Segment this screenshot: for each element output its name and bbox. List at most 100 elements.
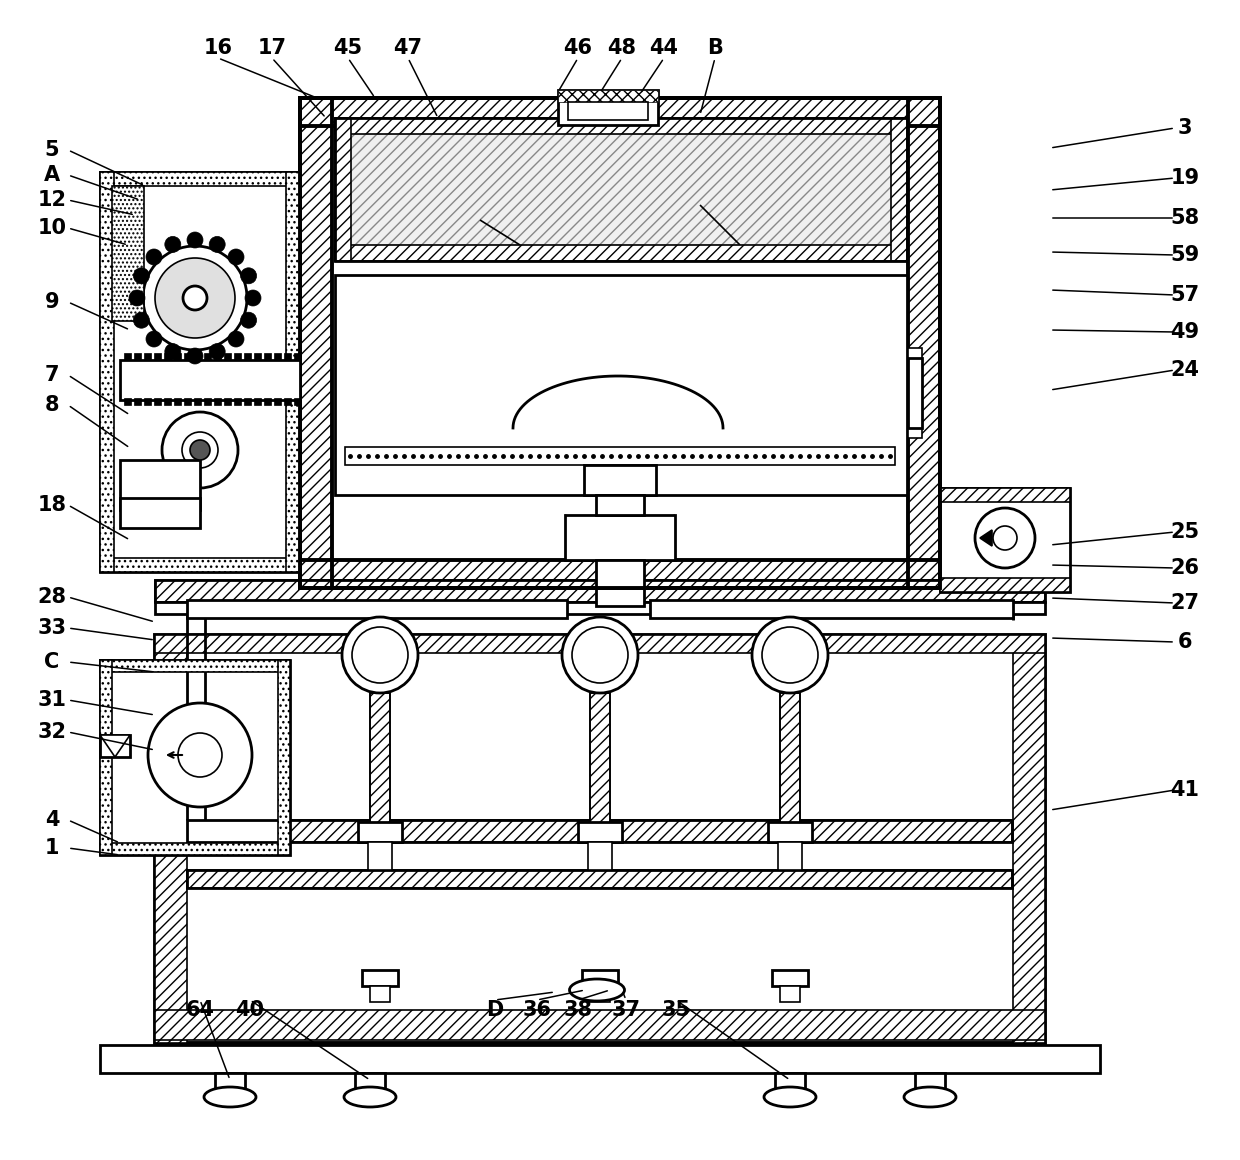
Bar: [124, 398, 131, 405]
Bar: [908, 358, 923, 428]
Bar: [355, 1073, 384, 1095]
Text: 45: 45: [334, 38, 362, 58]
Bar: [294, 353, 301, 360]
Circle shape: [165, 237, 181, 253]
Bar: [650, 600, 1013, 618]
Text: 27: 27: [1171, 593, 1199, 612]
Bar: [777, 842, 802, 870]
Bar: [345, 447, 895, 465]
Bar: [596, 588, 644, 606]
Bar: [120, 360, 300, 400]
Text: 1: 1: [45, 838, 60, 858]
Circle shape: [975, 508, 1035, 568]
Text: 10: 10: [37, 218, 67, 238]
Bar: [940, 578, 1070, 592]
Bar: [908, 97, 940, 588]
Text: 37: 37: [611, 1000, 641, 1020]
Text: 17: 17: [258, 38, 286, 58]
Bar: [100, 660, 290, 855]
Bar: [300, 97, 940, 126]
Text: A: A: [43, 165, 60, 184]
Text: 4: 4: [45, 810, 60, 831]
Bar: [768, 822, 812, 842]
Bar: [300, 97, 940, 126]
Ellipse shape: [343, 1087, 396, 1107]
Bar: [184, 398, 191, 405]
Bar: [284, 398, 291, 405]
Bar: [224, 398, 231, 405]
Bar: [286, 172, 300, 572]
Bar: [264, 353, 272, 360]
Bar: [908, 348, 923, 438]
Text: 28: 28: [37, 587, 67, 607]
Bar: [215, 1073, 246, 1095]
Bar: [155, 635, 1045, 1043]
Ellipse shape: [904, 1087, 956, 1107]
Text: 58: 58: [1171, 208, 1199, 229]
Circle shape: [134, 268, 149, 284]
Bar: [368, 842, 392, 870]
Bar: [100, 172, 300, 572]
Circle shape: [187, 232, 203, 248]
Circle shape: [129, 290, 145, 306]
Ellipse shape: [569, 979, 625, 1001]
Text: 9: 9: [45, 292, 60, 312]
Bar: [155, 635, 187, 1043]
Circle shape: [134, 312, 149, 328]
Bar: [155, 580, 1045, 602]
Bar: [940, 488, 1070, 502]
Bar: [193, 353, 201, 360]
Bar: [205, 398, 211, 405]
Bar: [187, 870, 1012, 889]
Bar: [215, 398, 221, 405]
Text: 41: 41: [1171, 780, 1199, 800]
Bar: [100, 843, 290, 855]
Circle shape: [182, 432, 218, 467]
Text: 12: 12: [37, 190, 67, 210]
Bar: [780, 693, 800, 822]
Bar: [112, 186, 144, 321]
Text: 5: 5: [45, 140, 60, 160]
Bar: [584, 465, 656, 495]
Text: 24: 24: [1171, 360, 1199, 380]
Bar: [100, 735, 130, 757]
Bar: [193, 398, 201, 405]
Circle shape: [190, 440, 210, 461]
Text: 36: 36: [522, 1000, 552, 1020]
Bar: [100, 558, 300, 572]
Text: 26: 26: [1171, 558, 1199, 578]
Text: D: D: [486, 1000, 503, 1020]
Bar: [335, 118, 906, 135]
Text: 32: 32: [37, 722, 67, 742]
Text: 48: 48: [608, 38, 636, 58]
Bar: [244, 398, 250, 405]
Circle shape: [241, 268, 257, 284]
Bar: [300, 560, 940, 588]
Circle shape: [342, 617, 418, 693]
Text: 40: 40: [236, 1000, 264, 1020]
Bar: [568, 102, 649, 119]
Bar: [264, 398, 272, 405]
Bar: [164, 398, 171, 405]
Circle shape: [228, 249, 244, 264]
Text: 6: 6: [1178, 632, 1192, 652]
Text: 7: 7: [45, 365, 60, 385]
Bar: [300, 97, 940, 588]
Bar: [184, 353, 191, 360]
Bar: [155, 602, 1045, 614]
Bar: [558, 90, 658, 125]
Bar: [596, 560, 644, 588]
Circle shape: [146, 331, 162, 347]
Bar: [590, 693, 610, 822]
Text: 49: 49: [1171, 322, 1199, 342]
Ellipse shape: [764, 1087, 816, 1107]
Bar: [1013, 635, 1045, 1043]
Circle shape: [246, 290, 260, 306]
Bar: [254, 398, 260, 405]
Text: 47: 47: [393, 38, 423, 58]
Bar: [908, 97, 940, 588]
Text: 25: 25: [1171, 522, 1199, 542]
Bar: [351, 135, 892, 245]
Bar: [154, 398, 161, 405]
Circle shape: [572, 628, 627, 683]
